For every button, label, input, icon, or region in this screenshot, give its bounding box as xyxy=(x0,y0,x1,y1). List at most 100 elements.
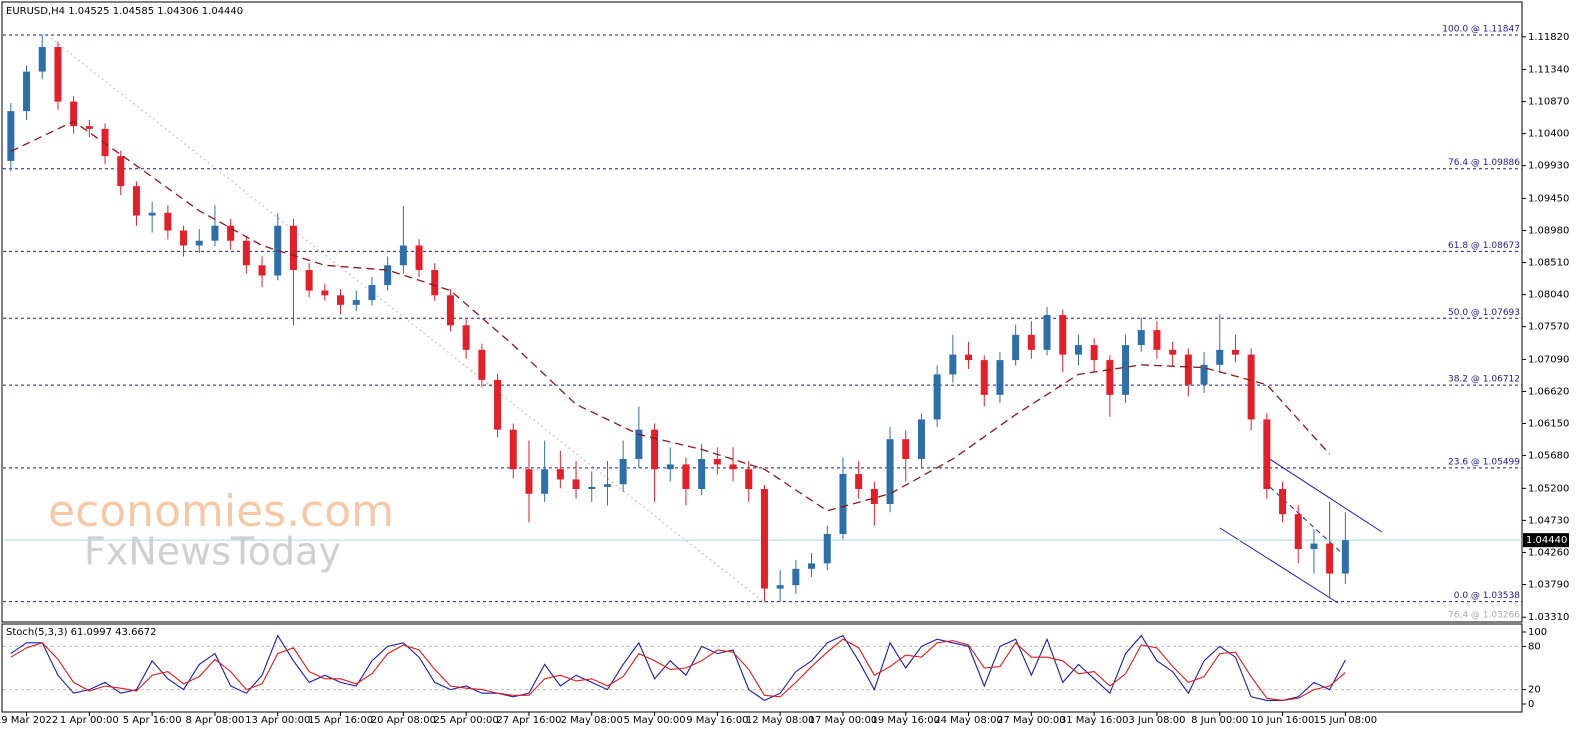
candle-body xyxy=(148,212,156,216)
candle-body xyxy=(1310,543,1318,550)
y-tick-label: 1.08510 xyxy=(1528,258,1569,269)
moving-average xyxy=(10,120,1331,512)
stoch-y-tick-label: 20 xyxy=(1528,685,1541,696)
y-tick-label: 1.04260 xyxy=(1528,547,1569,558)
candle-body xyxy=(494,379,502,430)
last-price-label: 1.04440 xyxy=(1526,535,1567,546)
candle-body xyxy=(1263,419,1271,489)
candle-body xyxy=(525,469,533,494)
candle-body xyxy=(321,290,329,296)
stoch-line xyxy=(10,634,1346,702)
candle-body xyxy=(478,349,486,380)
candle-body xyxy=(415,245,423,271)
candle-body xyxy=(54,47,62,102)
candle-body xyxy=(117,156,125,187)
candle-body xyxy=(996,360,1004,395)
candle-body xyxy=(1059,315,1067,355)
fib-label: 76.4 @ 1.09886 xyxy=(1448,158,1520,168)
x-tick-label: 5 May 00:00 xyxy=(623,715,685,726)
candle-body xyxy=(933,374,941,420)
candle-body xyxy=(839,473,847,535)
candle-body xyxy=(745,469,753,489)
candle-body xyxy=(1326,543,1334,574)
candle-body xyxy=(1294,514,1302,550)
candle-body xyxy=(1279,488,1287,515)
y-tick-label: 1.08980 xyxy=(1528,225,1569,236)
candle-body xyxy=(870,488,878,505)
x-tick-label: 8 Jun 00:00 xyxy=(1191,715,1248,726)
y-tick-label: 1.11820 xyxy=(1528,32,1569,43)
candle-body xyxy=(949,354,957,375)
candle-body xyxy=(38,47,46,72)
x-tick-label: 19 May 16:00 xyxy=(871,715,940,726)
fib-label: 38.2 @ 1.06712 xyxy=(1448,375,1520,385)
candle-body xyxy=(980,360,988,395)
candle-body xyxy=(258,265,266,276)
candle-body xyxy=(1012,334,1020,361)
candle-body xyxy=(85,126,93,129)
candle-body xyxy=(431,270,439,296)
channel-upper xyxy=(1264,455,1383,533)
y-tick-label: 1.03790 xyxy=(1528,579,1569,590)
candle-body xyxy=(227,225,235,241)
x-tick-label: 8 Apr 08:00 xyxy=(186,715,245,726)
candle-body xyxy=(242,240,250,266)
candle-body xyxy=(23,71,31,112)
y-tick-label: 1.07090 xyxy=(1528,354,1569,365)
candle-body xyxy=(289,225,297,271)
fib-label: 50.0 @ 1.07693 xyxy=(1448,308,1520,318)
candle-body xyxy=(1200,364,1208,385)
candle-body xyxy=(1090,345,1098,361)
x-tick-label: 27 Apr 16:00 xyxy=(496,715,561,726)
y-tick-label: 1.04730 xyxy=(1528,515,1569,526)
candle-body xyxy=(180,230,188,246)
candle-body xyxy=(698,458,706,489)
candle-body xyxy=(917,419,925,459)
candle-body xyxy=(399,245,407,266)
candle-body xyxy=(556,469,564,480)
candle-body xyxy=(1027,334,1035,350)
x-tick-label: 24 May 08:00 xyxy=(934,715,1003,726)
candle-body xyxy=(823,534,831,564)
candle-body xyxy=(384,265,392,286)
candle-body xyxy=(1231,349,1239,355)
x-tick-label: 17 May 00:00 xyxy=(809,715,878,726)
y-tick-label: 1.06150 xyxy=(1528,419,1569,430)
candle-body xyxy=(1137,330,1145,346)
candle-body xyxy=(886,439,894,505)
candle-body xyxy=(446,295,454,326)
x-tick-label: 15 Apr 16:00 xyxy=(308,715,373,726)
candle-body xyxy=(682,464,690,489)
candle-body xyxy=(1074,345,1082,355)
stoch-y-tick-label: 0 xyxy=(1528,699,1534,710)
x-tick-label: 10 Jun 16:00 xyxy=(1251,715,1315,726)
y-tick-label: 1.10400 xyxy=(1528,129,1569,140)
candle-body xyxy=(368,285,376,301)
candle-body xyxy=(760,488,768,589)
candle-body xyxy=(965,354,973,361)
candle-body xyxy=(462,325,470,350)
x-tick-label: 15 Jun 08:00 xyxy=(1314,715,1378,726)
candle-body xyxy=(195,240,203,246)
last-price-box xyxy=(1523,533,1569,548)
candle-body xyxy=(792,568,800,586)
candle-body xyxy=(808,563,816,569)
x-tick-label: 2 May 08:00 xyxy=(561,715,623,726)
x-tick-label: 5 Apr 16:00 xyxy=(123,715,182,726)
chart-title: EURUSD,H4 1.04525 1.04585 1.04306 1.0444… xyxy=(6,6,243,17)
candle-body xyxy=(1169,349,1177,355)
y-tick-label: 1.05200 xyxy=(1528,483,1569,494)
candle-body xyxy=(70,101,78,127)
stoch-line xyxy=(10,638,1346,701)
candle-body xyxy=(619,458,627,485)
candle-body xyxy=(101,128,109,157)
candle-body xyxy=(588,486,596,489)
candle-body xyxy=(603,484,611,487)
candle-body xyxy=(651,429,659,470)
fib-label: 0.0 @ 1.03538 xyxy=(1454,591,1521,601)
y-tick-label: 1.09930 xyxy=(1528,161,1569,172)
stoch-y-tick-label: 80 xyxy=(1528,641,1541,652)
y-tick-label: 1.03310 xyxy=(1528,612,1569,623)
